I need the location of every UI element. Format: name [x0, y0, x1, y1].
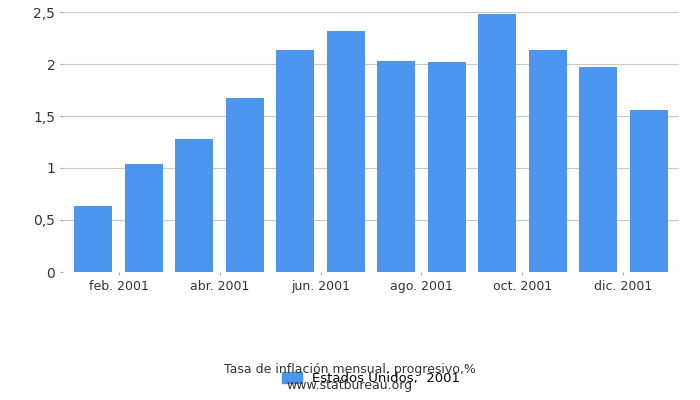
- Bar: [428, 62, 466, 272]
- Bar: [630, 110, 668, 272]
- Text: www.statbureau.org: www.statbureau.org: [287, 380, 413, 392]
- Bar: [528, 50, 567, 272]
- Bar: [276, 50, 314, 272]
- Bar: [175, 139, 214, 272]
- Legend: Estados Unidos,  2001: Estados Unidos, 2001: [282, 372, 460, 385]
- Bar: [226, 98, 264, 272]
- Bar: [377, 61, 415, 272]
- Bar: [327, 31, 365, 272]
- Bar: [74, 206, 112, 272]
- Bar: [478, 14, 516, 272]
- Text: Tasa de inflación mensual, progresivo,%: Tasa de inflación mensual, progresivo,%: [224, 364, 476, 376]
- Bar: [125, 164, 162, 272]
- Bar: [580, 67, 617, 272]
